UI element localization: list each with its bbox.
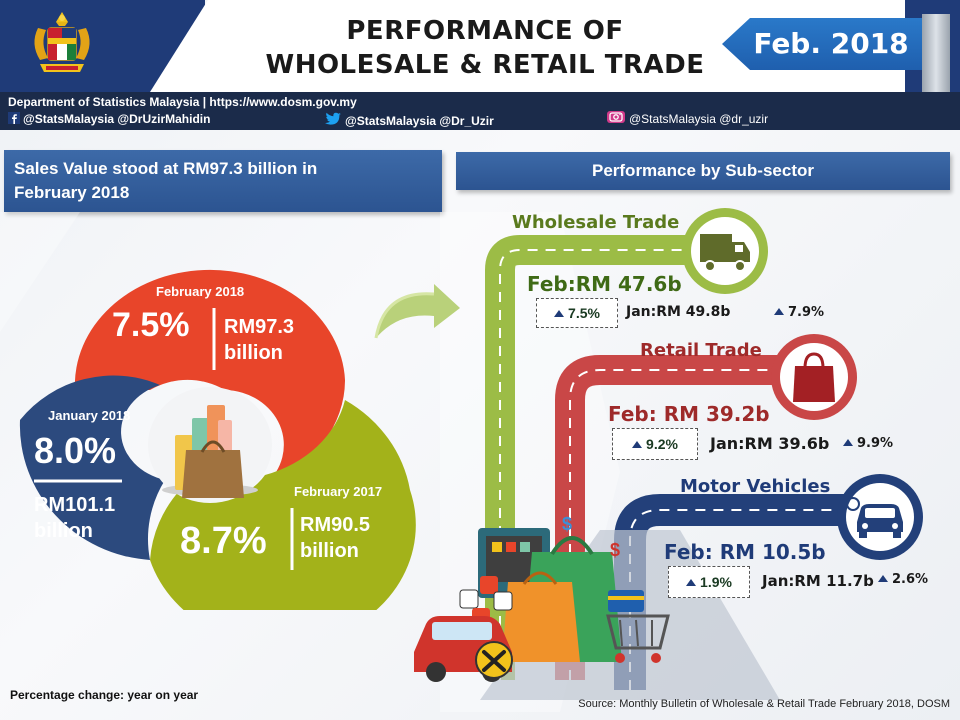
feb2018-pct: 7.5% [112,306,190,344]
wholesale-jan-pct-text: 7.9% [788,305,825,320]
wholesale-jan-pct: 7.9% [774,305,824,320]
up-arrow-icon [632,441,643,448]
svg-text:$: $ [562,514,572,534]
wholesale-jan-value: Jan:RM 49.8b [626,304,731,320]
retail-feb-pct-text: 9.2% [646,436,678,452]
jan2018-value: RM101.1 billion [34,492,115,544]
motor-jan-pct-text: 2.6% [892,572,929,587]
page-title: PERFORMANCE OF WHOLESALE & RETAIL TRADE [205,14,765,82]
facebook-handle[interactable]: @StatsMalaysia @DrUzirMahidin [8,112,210,126]
ring-segment-jan2018 [19,375,166,560]
feb2017-pct: 8.7% [180,520,267,562]
title-line-2: WHOLESALE & RETAIL TRADE [265,50,705,80]
facebook-handle-text: @StatsMalaysia @DrUzirMahidin [23,112,211,126]
truck-icon [682,208,768,294]
jan2018-value-line1: RM101.1 [34,494,116,516]
retail-jan-value: Jan:RM 39.6b [710,434,830,453]
shopping-bag-illustration [162,405,258,498]
feb2018-label: February 2018 [156,284,245,299]
retail-jan-pct: 9.9% [843,436,893,451]
retail-illustration: $ $ [414,514,670,682]
feb2018-value: RM97.3 billion [224,314,294,366]
sales-headline-box: Sales Value stood at RM97.3 billion in F… [4,150,442,212]
twitter-handle[interactable]: @StatsMalaysia @Dr_Uzir [324,112,494,128]
up-arrow-icon [554,310,565,317]
malaysia-crest-logo [34,12,90,72]
department-text: Department of Statistics Malaysia | http… [8,95,357,109]
ring-segment-feb2017 [150,400,416,610]
facebook-icon [8,112,20,124]
retail-jan-pct-text: 9.9% [857,436,894,451]
wholesale-feb-pct-text: 7.5% [568,305,600,321]
retail-feb-pct: 9.2% [612,428,698,460]
retail-feb-value: Feb: RM 39.2b [608,402,770,426]
sales-headline-line1: Sales Value stood at RM97.3 billion in [14,159,318,178]
retail-name: Retail Trade [640,340,762,361]
motor-jan-pct: 2.6% [878,572,928,587]
motor-feb-pct-text: 1.9% [700,574,732,590]
jan2018-value-line2: billion [34,520,93,542]
twitter-icon [325,112,341,125]
wholesale-feb-value: Feb:RM 47.6b [527,272,682,296]
feb2017-value: RM90.5 billion [300,512,370,564]
twitter-handle-text: @StatsMalaysia @Dr_Uzir [345,114,494,128]
instagram-handle-text: @StatsMalaysia @dr_uzir [629,112,769,126]
date-tag: Feb. 2018 [722,18,922,70]
sales-ring-chart [19,269,416,610]
feb2018-value-line2: billion [224,342,283,364]
motor-name: Motor Vehicles [680,476,831,497]
up-arrow-icon [843,439,853,446]
shopping-bag-icon [771,334,857,420]
curved-arrow-icon [374,284,460,339]
motor-feb-pct: 1.9% [668,566,750,598]
footnote: Percentage change: year on year [10,688,199,702]
up-arrow-icon [878,575,888,582]
up-arrow-icon [774,308,784,315]
instagram-icon [607,111,625,123]
up-arrow-icon [686,579,697,586]
svg-text:$: $ [610,540,620,560]
feb2017-value-line1: RM90.5 [300,514,371,536]
car-icon [837,474,923,560]
feb2018-value-line1: RM97.3 [224,316,295,338]
jan2018-label: January 2018 [48,408,131,423]
motor-jan-value: Jan:RM 11.7b [762,572,874,590]
instagram-handle[interactable]: @StatsMalaysia @dr_uzir [606,110,768,126]
title-line-1: PERFORMANCE OF [346,16,624,46]
feb2017-label: February 2017 [294,484,383,499]
jan2018-pct: 8.0% [34,430,117,471]
subsector-heading: Performance by Sub-sector [456,152,950,190]
source-note: Source: Monthly Bulletin of Wholesale & … [578,698,950,710]
sales-headline-line2: February 2018 [14,183,130,202]
feb2017-value-line2: billion [300,540,359,562]
info-bar [0,92,960,130]
wholesale-name: Wholesale Trade [512,212,680,233]
ring-segment-feb2018 [74,269,345,485]
wholesale-feb-pct: 7.5% [536,298,618,328]
motor-feb-value: Feb: RM 10.5b [664,540,826,564]
